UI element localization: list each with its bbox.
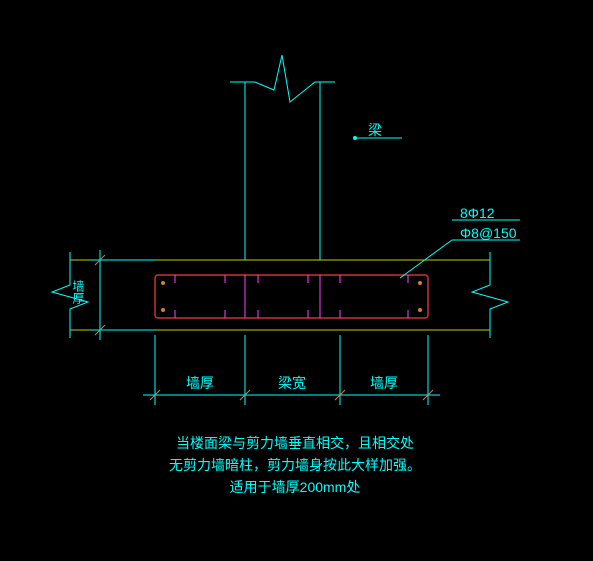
- svg-text:墙厚: 墙厚: [186, 375, 214, 391]
- rebar-corner-dots: [161, 281, 422, 312]
- svg-text:适用于墙厚200mm处: 适用于墙厚200mm处: [230, 479, 361, 495]
- notes-block: 当楼面梁与剪力墙垂直相交，且相交处无剪力墙暗柱，剪力墙身按此大样加强。适用于墙厚…: [169, 435, 421, 495]
- rebar-tick-marks: [175, 275, 408, 318]
- beam-label: 梁: [368, 122, 382, 138]
- rebar-spec-1: 8Φ12: [460, 205, 495, 221]
- cad-diagram: 梁 8Φ12 Φ8@150 墙厚梁宽墙厚 墙厚 当楼面梁与剪力墙垂直相交，且相交…: [0, 0, 593, 561]
- beam-break-symbol: [230, 55, 335, 102]
- spec-leader: [400, 240, 452, 278]
- svg-text:梁宽: 梁宽: [278, 375, 306, 391]
- rebar-stirrup-box: [155, 275, 428, 318]
- svg-text:墙厚: 墙厚: [370, 375, 398, 391]
- rebar-inner-ties: [245, 275, 320, 318]
- dim-bottom-labels: 墙厚 梁宽 墙厚: [186, 375, 398, 391]
- rebar-spec-2: Φ8@150: [460, 225, 517, 241]
- svg-text:无剪力墙暗柱，剪力墙身按此大样加强。: 无剪力墙暗柱，剪力墙身按此大样加强。: [169, 457, 421, 473]
- dim-left-label: 墙厚: [71, 280, 85, 304]
- wall-break-right: [472, 252, 508, 338]
- svg-text:当楼面梁与剪力墙垂直相交，且相交处: 当楼面梁与剪力墙垂直相交，且相交处: [176, 435, 414, 451]
